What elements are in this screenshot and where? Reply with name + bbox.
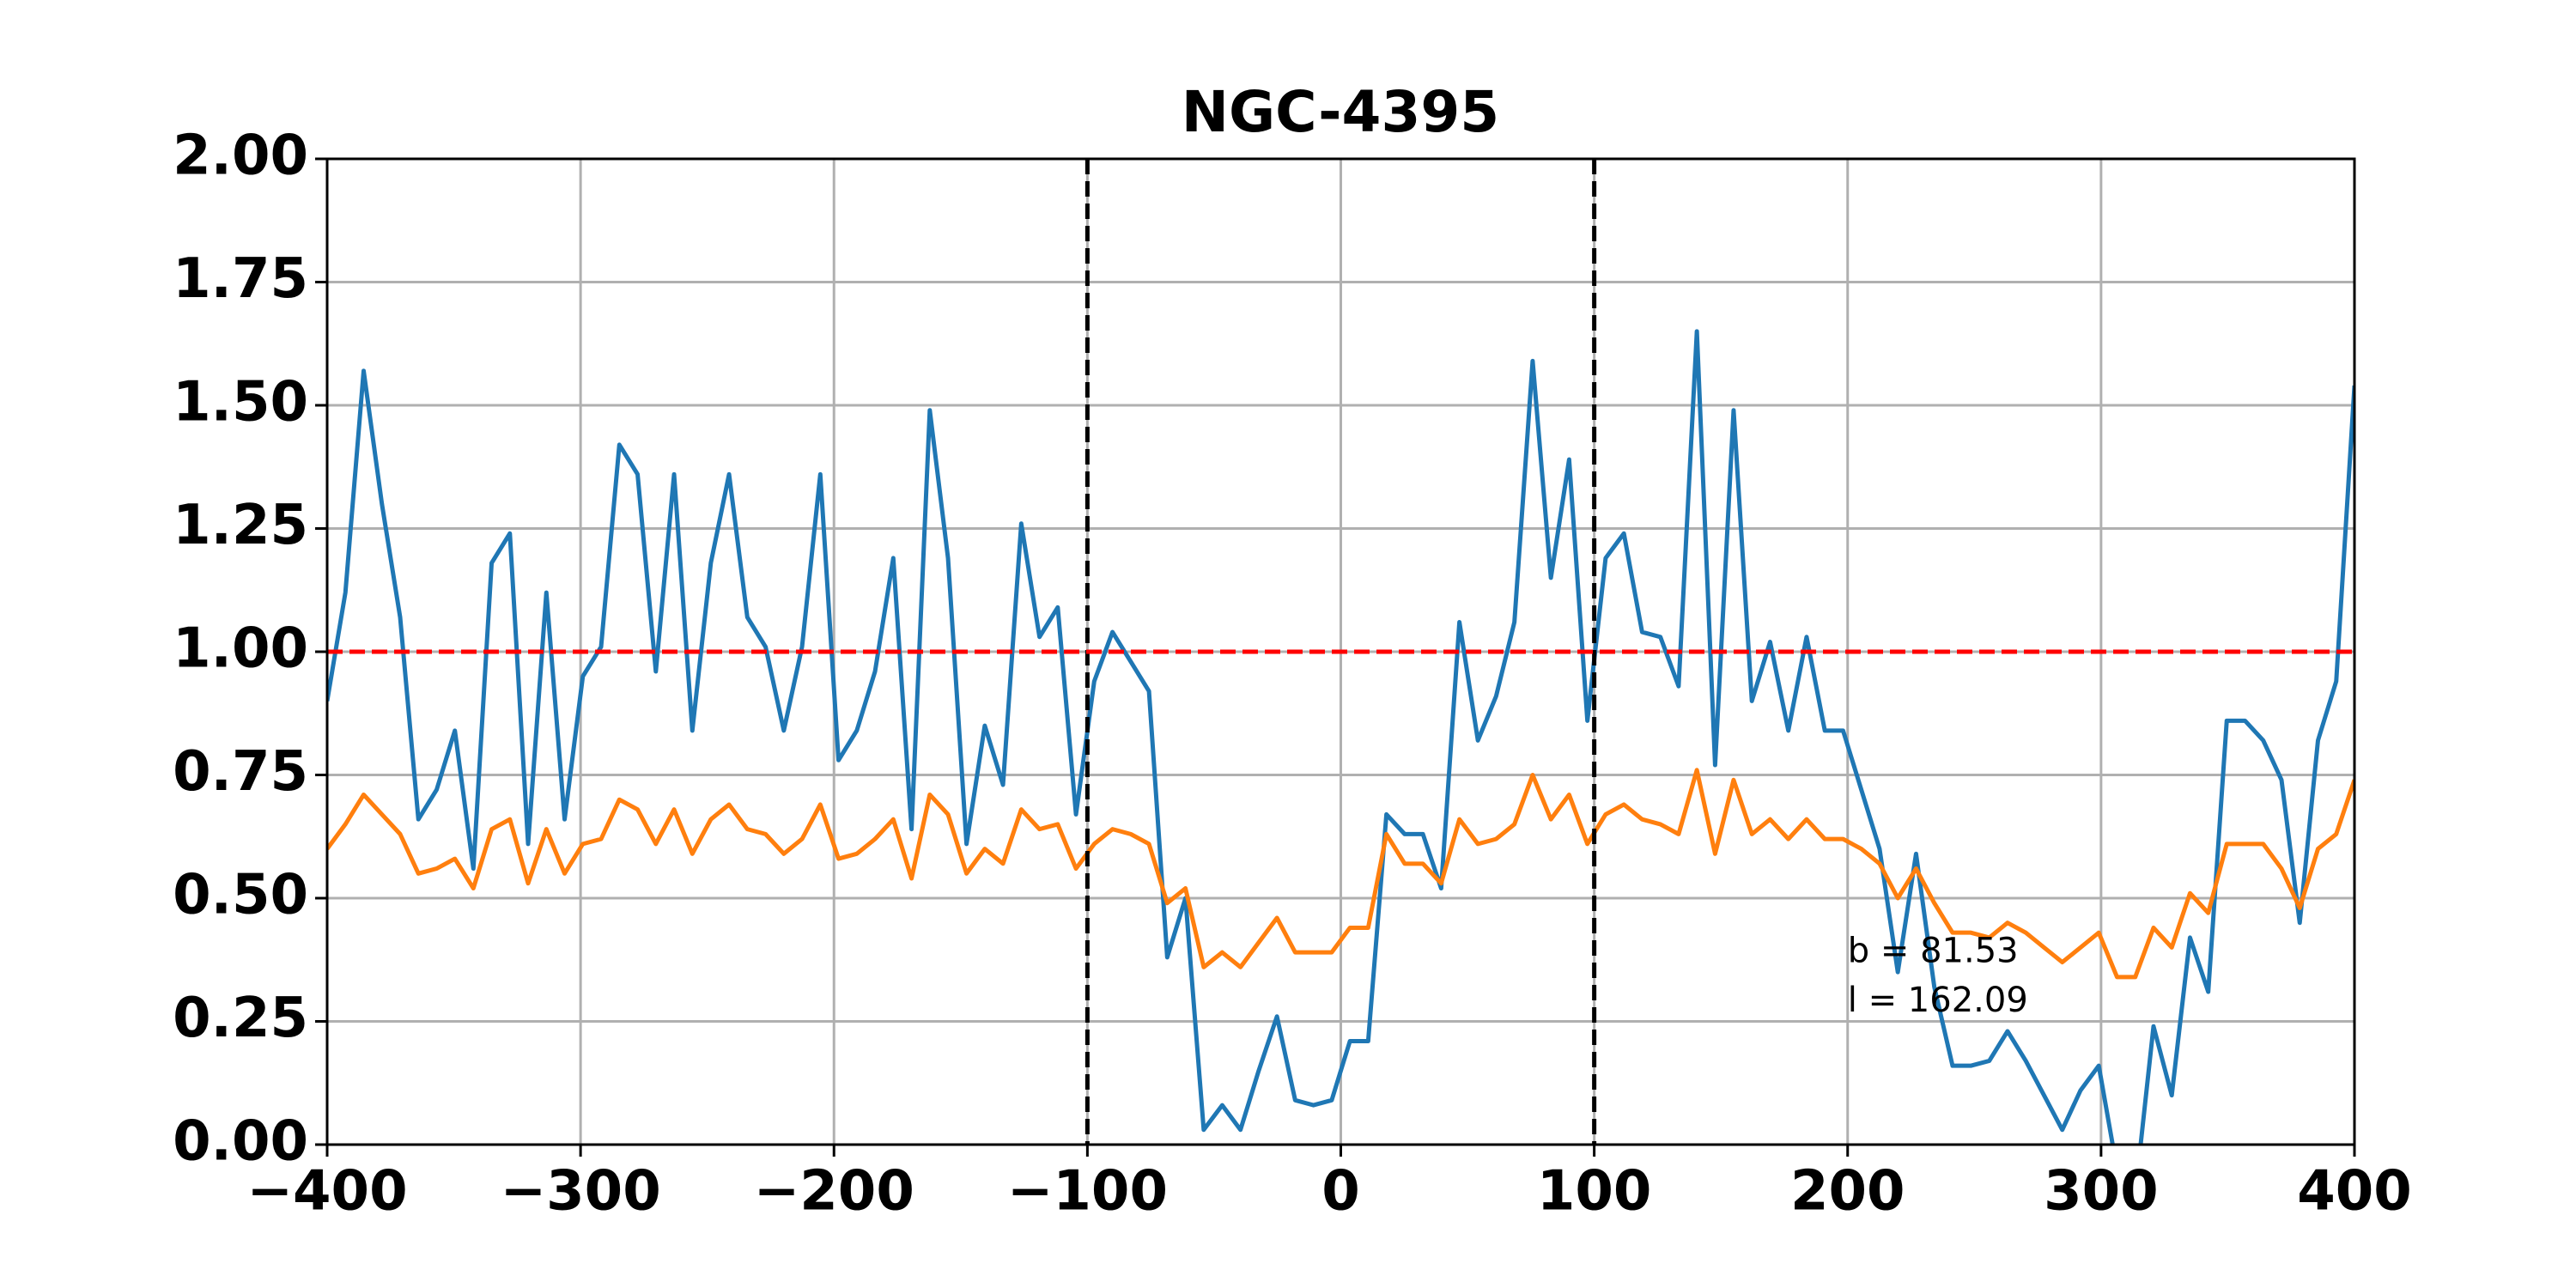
y-tick-label: 0.25: [173, 987, 308, 1050]
x-tick-label: 100: [1537, 1160, 1652, 1224]
y-tick-label: 0.75: [173, 740, 308, 804]
y-tick-label: 2.00: [173, 125, 308, 188]
x-tick-label: −300: [501, 1160, 661, 1224]
annotation: b = 81.53: [1848, 932, 2019, 971]
x-tick-label: 0: [1321, 1160, 1360, 1224]
y-tick-label: 1.25: [173, 494, 308, 557]
x-tick-label: 300: [2044, 1160, 2159, 1224]
y-tick-label: 0.00: [173, 1110, 308, 1174]
y-tick-label: 1.00: [173, 617, 308, 681]
y-tick-label: 1.50: [173, 371, 308, 434]
y-tick-label: 1.75: [173, 247, 308, 311]
x-tick-label: −100: [1007, 1160, 1168, 1224]
x-tick-label: −400: [246, 1160, 407, 1224]
plot-area: [327, 159, 2354, 1145]
x-tick-label: 200: [1790, 1160, 1905, 1224]
labels: −400 −300 −200 −100 0 100 200 300 400 0.00 0.25 0.5…: [173, 125, 2412, 1224]
y-tick-label: 0.50: [173, 864, 308, 927]
chart-title: NGC-4395: [1182, 79, 1499, 145]
data-line: [327, 329, 2354, 1145]
x-tick-label: −200: [754, 1160, 914, 1224]
annotation: l = 162.09: [1848, 981, 2028, 1020]
x-tick-label: 400: [2297, 1160, 2412, 1224]
data-line: [327, 768, 2354, 980]
